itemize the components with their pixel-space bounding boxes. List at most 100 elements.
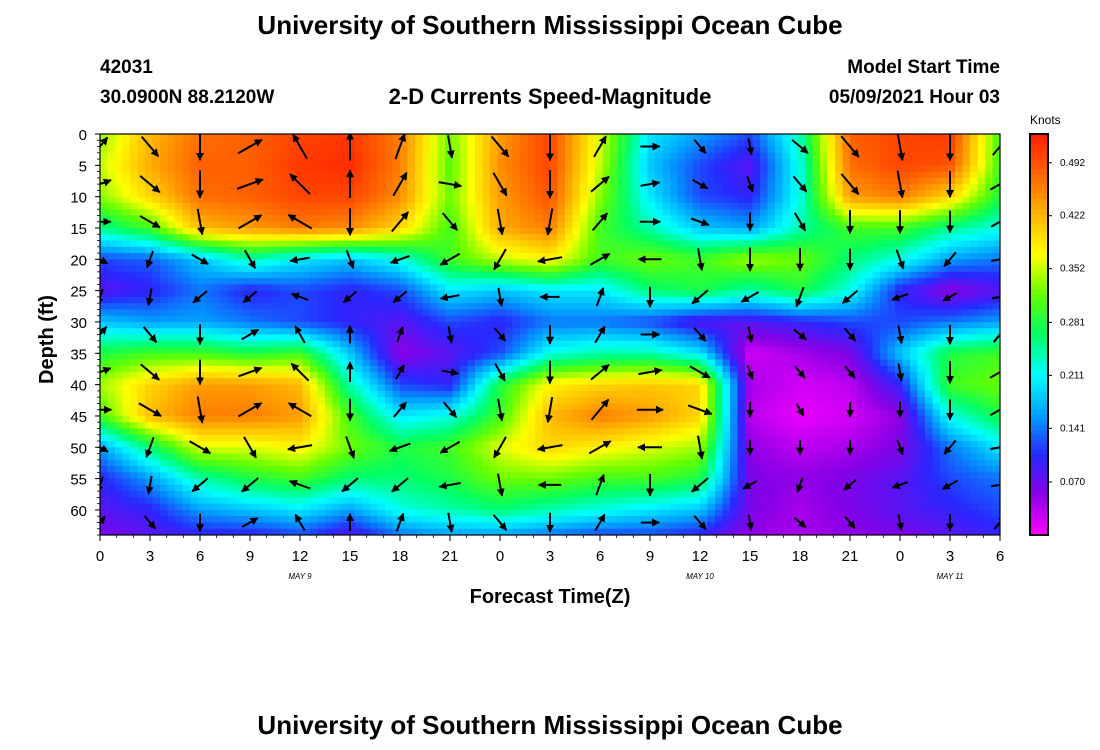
heatmap-cell <box>332 265 341 273</box>
heatmap-cell <box>775 177 784 185</box>
heatmap-cell <box>272 321 281 329</box>
heatmap-cell <box>910 140 919 148</box>
heatmap-cell <box>445 365 454 373</box>
heatmap-cell <box>805 284 814 292</box>
heatmap-cell <box>505 296 514 304</box>
heatmap-cell <box>722 303 731 311</box>
heatmap-cell <box>355 284 364 292</box>
heatmap-cell <box>602 340 611 348</box>
heatmap-cell <box>505 190 514 198</box>
heatmap-cell <box>625 271 634 279</box>
heatmap-cell <box>707 328 716 336</box>
heatmap-cell <box>265 152 274 160</box>
heatmap-cell <box>790 278 799 285</box>
heatmap-cell <box>610 221 619 229</box>
heatmap-cell <box>587 190 596 198</box>
heatmap-cell <box>422 372 431 379</box>
heatmap-cell <box>347 134 356 141</box>
heatmap-cell <box>805 196 814 204</box>
heatmap-cell <box>820 321 829 329</box>
heatmap-cell <box>310 159 319 166</box>
heatmap-cell <box>587 221 596 229</box>
heatmap-cell <box>272 140 281 148</box>
heatmap-cell <box>362 359 371 367</box>
heatmap-cell <box>910 284 919 292</box>
heatmap-cell <box>355 190 364 198</box>
heatmap-cell <box>107 278 116 285</box>
heatmap-cell <box>970 259 979 267</box>
heatmap-cell <box>340 334 349 342</box>
heatmap-cell <box>827 328 836 336</box>
heatmap-cell <box>880 234 889 242</box>
heatmap-cell <box>182 315 191 323</box>
heatmap-cell <box>805 165 814 173</box>
heatmap-cell <box>385 209 394 217</box>
heatmap-cell <box>760 190 769 198</box>
heatmap-cell <box>272 234 281 242</box>
heatmap-cell <box>550 271 559 279</box>
heatmap-cell <box>130 196 139 204</box>
heatmap-cell <box>797 265 806 273</box>
heatmap-cell <box>242 184 251 191</box>
heatmap-cell <box>130 365 139 373</box>
heatmap-cell <box>535 146 544 154</box>
heatmap-cell <box>310 284 319 292</box>
heatmap-cell <box>782 165 791 173</box>
heatmap-cell <box>625 359 634 367</box>
heatmap-cell <box>850 328 859 336</box>
heatmap-cell <box>655 309 664 317</box>
heatmap-cell <box>977 321 986 329</box>
heatmap-cell <box>722 165 731 173</box>
heatmap-cell <box>715 353 724 361</box>
heatmap-cell <box>317 246 326 254</box>
heatmap-cell <box>557 265 566 273</box>
heatmap-cell <box>572 240 581 248</box>
heatmap-cell <box>295 378 304 386</box>
heatmap-cell <box>602 202 611 210</box>
heatmap-cell <box>497 140 506 148</box>
heatmap-cell <box>152 196 161 204</box>
heatmap-cell <box>587 340 596 348</box>
heatmap-cell <box>482 359 491 367</box>
heatmap-cell <box>415 165 424 173</box>
heatmap-cell <box>362 390 371 398</box>
heatmap-cell <box>550 378 559 386</box>
heatmap-cell <box>640 184 649 191</box>
heatmap-cell <box>475 365 484 373</box>
heatmap-cell <box>700 365 709 373</box>
heatmap-cell <box>107 253 116 260</box>
heatmap-cell <box>865 152 874 160</box>
heatmap-cell <box>535 171 544 179</box>
heatmap-cell <box>902 159 911 166</box>
heatmap-cell <box>437 246 446 254</box>
heatmap-cell <box>370 190 379 198</box>
heatmap-cell <box>760 209 769 217</box>
heatmap-cell <box>265 171 274 179</box>
heatmap-cell <box>775 321 784 329</box>
heatmap-cell <box>190 227 199 235</box>
heatmap-cell <box>977 259 986 267</box>
heatmap-cell <box>572 315 581 323</box>
heatmap-cell <box>745 134 754 141</box>
heatmap-cell <box>557 134 566 141</box>
heatmap-cell <box>505 240 514 248</box>
heatmap-cell <box>332 253 341 260</box>
heatmap-cell <box>235 177 244 185</box>
heatmap-cell <box>617 140 626 148</box>
heatmap-cell <box>310 209 319 217</box>
heatmap-cell <box>767 278 776 285</box>
heatmap-cell <box>617 253 626 260</box>
heatmap-cell <box>212 296 221 304</box>
heatmap-cell <box>212 159 221 166</box>
heatmap-cell <box>287 353 296 361</box>
heatmap-cell <box>550 227 559 235</box>
heatmap-cell <box>482 290 491 298</box>
heatmap-cell <box>317 372 326 379</box>
heatmap-cell <box>497 353 506 361</box>
heatmap-cell <box>820 309 829 317</box>
heatmap-cell <box>265 340 274 348</box>
heatmap-cell <box>310 227 319 235</box>
heatmap-cell <box>137 378 146 386</box>
heatmap-cell <box>700 227 709 235</box>
heatmap-cell <box>257 390 266 398</box>
